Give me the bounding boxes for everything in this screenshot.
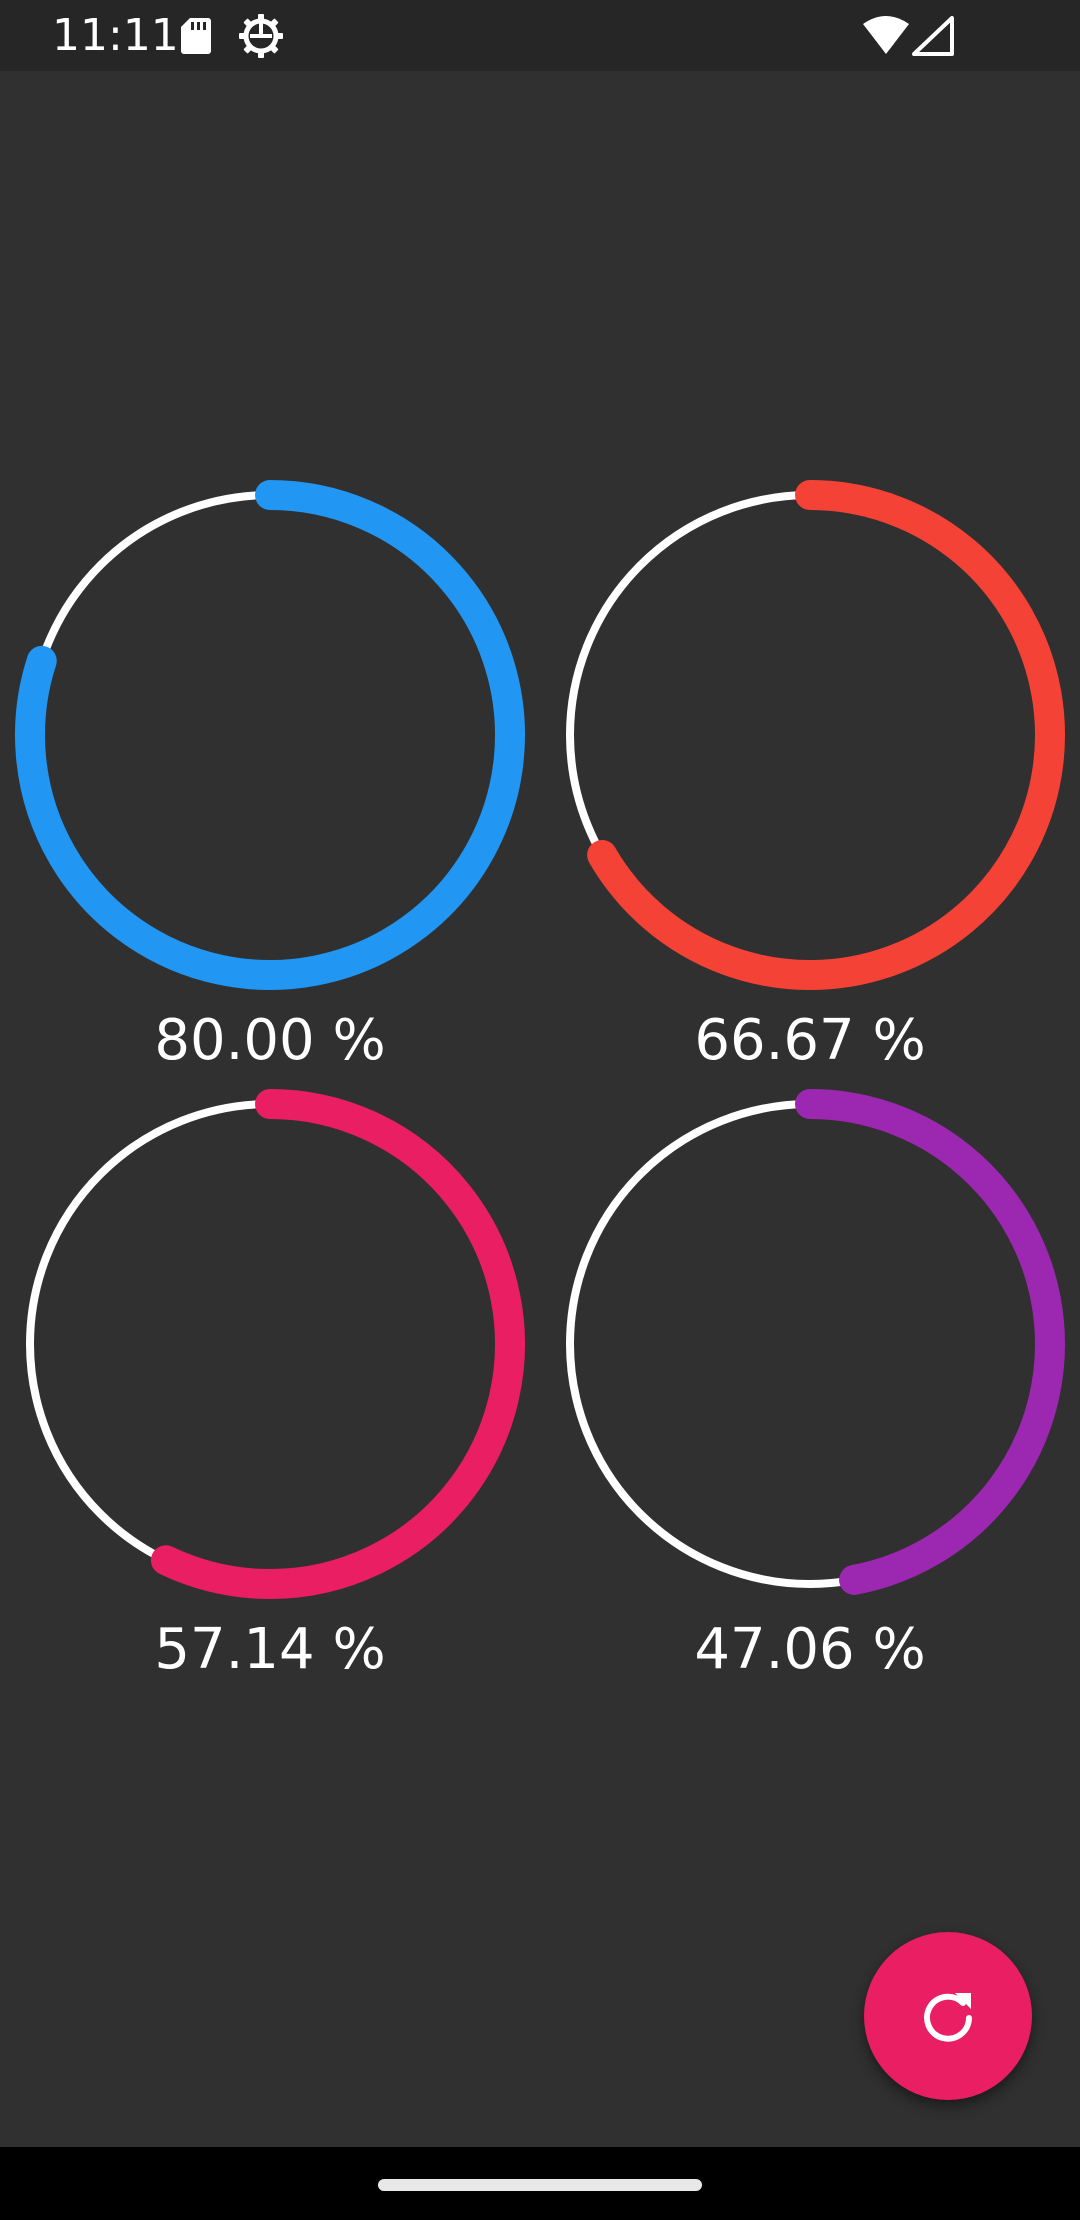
wifi-icon <box>863 16 909 54</box>
gauge-2-ring <box>566 480 1065 990</box>
refresh-icon <box>924 1993 972 2042</box>
gauge-3: 57.14 % <box>0 1087 540 1687</box>
navigation-bar <box>0 2147 1080 2220</box>
gauge-1-percent-label: 80.00 % <box>154 1008 386 1073</box>
gauge-4-ring <box>566 1089 1065 1595</box>
gauge-3-percent-label: 57.14 % <box>154 1617 386 1682</box>
gauge-4-percent-label: 47.06 % <box>694 1617 926 1682</box>
settings-gear-icon <box>239 14 283 58</box>
home-gesture-handle[interactable] <box>378 2179 702 2191</box>
gauge-2-progress-arc <box>587 480 1065 990</box>
gauge-4: 47.06 % <box>540 1087 1080 1687</box>
gauge-3-ring <box>26 1089 525 1599</box>
status-bar: 11:11 <box>0 0 1080 71</box>
sd-card-icon <box>181 18 211 54</box>
gauge-1: 80.00 % <box>0 478 540 1078</box>
cell-signal-icon <box>912 16 954 56</box>
gauge-4-progress-arc <box>795 1089 1065 1595</box>
refresh-fab-button[interactable] <box>864 1932 1032 2100</box>
gauge-1-progress-arc <box>15 480 525 990</box>
gauge-2-percent-label: 66.67 % <box>694 1008 926 1073</box>
gauge-1-ring <box>15 480 525 990</box>
gauge-2: 66.67 % <box>540 478 1080 1078</box>
gauge-3-progress-arc <box>150 1089 525 1599</box>
status-time: 11:11 <box>52 10 179 61</box>
